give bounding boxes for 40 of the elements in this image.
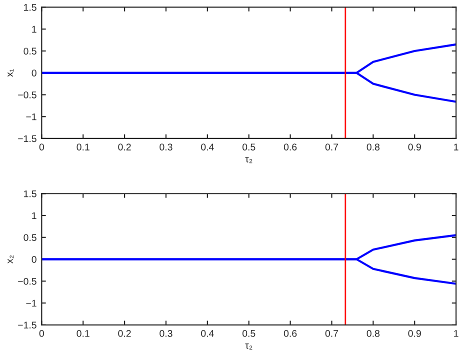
x-tick-label: 0.9: [408, 330, 421, 337]
x-tick-label: 0.3: [160, 330, 172, 337]
x-tick-label: 0: [39, 330, 44, 337]
y-tick-label: −1: [26, 300, 36, 307]
y-tick-label: −1: [26, 113, 36, 120]
y-tick-label: −0.5: [18, 278, 36, 285]
x-axis-title: τ₂: [245, 344, 252, 350]
x-tick-label: 0.7: [325, 330, 338, 337]
y-tick-label: 1: [32, 26, 36, 33]
x-tick-label: 0: [39, 144, 44, 150]
x-tick-label: 0.5: [242, 144, 256, 150]
x-tick-label: 0.4: [201, 330, 214, 337]
x-tick-label: 0.4: [201, 144, 214, 150]
x-tick-label: 0.8: [366, 144, 380, 150]
x-tick-label: 0.2: [118, 144, 131, 150]
x-tick-label: 1: [454, 330, 458, 337]
x-tick-label: 0.3: [160, 144, 172, 150]
y-tick-label: 0: [32, 70, 36, 76]
y-tick-label: 0.5: [24, 234, 36, 242]
x-tick-label: 0.1: [76, 330, 90, 337]
y-tick-label: −0.5: [18, 91, 36, 98]
x-tick-label: 0.2: [118, 330, 131, 337]
y-tick-label: 1: [32, 212, 36, 220]
x-tick-label: 0.6: [284, 144, 297, 150]
x-tick-label: 0.1: [76, 144, 90, 150]
y-tick-label: −1.5: [18, 135, 36, 142]
x-axis-title: τ₂: [245, 157, 252, 164]
x-tick-label: 0.8: [366, 330, 380, 337]
y-tick-label: 0: [32, 256, 36, 263]
x-tick-label: 0.7: [325, 144, 338, 150]
y-axis-title: x₂: [8, 255, 14, 264]
x-tick-label: 1: [454, 144, 458, 150]
x-tick-label: 0.6: [284, 330, 297, 337]
x-tick-label: 0.5: [242, 330, 256, 337]
y-tick-label: 1.5: [24, 4, 36, 11]
y-tick-label: −1.5: [18, 322, 36, 329]
y-axis-title: x₁: [8, 69, 14, 77]
y-tick-label: 1.5: [24, 190, 36, 198]
x-tick-label: 0.9: [408, 144, 421, 150]
y-tick-label: 0.5: [24, 48, 36, 55]
